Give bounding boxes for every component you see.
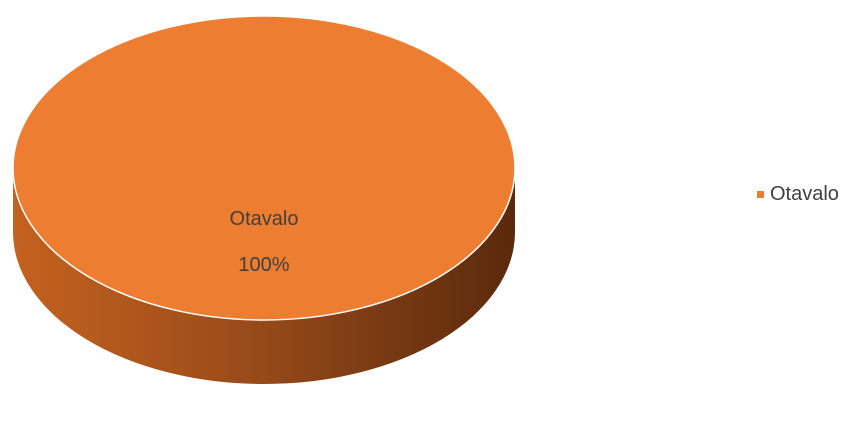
data-label-percent: 100%: [238, 254, 289, 276]
pie-slice-side-otavalo[interactable]: [13, 168, 515, 384]
legend: Otavalo: [757, 183, 839, 205]
legend-label-otavalo[interactable]: Otavalo: [770, 183, 839, 205]
data-label-category: Otavalo: [230, 208, 299, 230]
pie-slice-otavalo[interactable]: [12, 15, 516, 321]
legend-swatch-otavalo: [757, 191, 764, 198]
